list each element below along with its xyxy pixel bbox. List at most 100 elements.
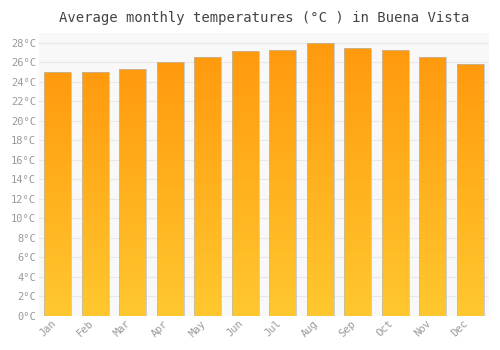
Bar bbox=[306, 217, 334, 220]
Bar bbox=[156, 202, 184, 205]
Bar bbox=[456, 303, 483, 306]
Bar bbox=[419, 115, 446, 118]
Bar bbox=[232, 187, 258, 190]
Bar bbox=[306, 159, 334, 162]
Bar bbox=[119, 116, 146, 119]
Bar bbox=[232, 107, 258, 110]
Bar bbox=[269, 183, 296, 186]
Bar bbox=[456, 99, 483, 102]
Bar bbox=[382, 216, 408, 219]
Bar bbox=[232, 97, 258, 100]
Bar bbox=[344, 115, 371, 118]
Bar bbox=[44, 115, 71, 118]
Bar bbox=[119, 109, 146, 112]
Bar bbox=[44, 197, 71, 200]
Bar bbox=[82, 87, 108, 90]
Bar bbox=[82, 294, 108, 297]
Bar bbox=[382, 156, 408, 160]
Bar bbox=[82, 158, 108, 161]
Bar bbox=[232, 219, 258, 223]
Bar bbox=[456, 231, 483, 234]
Bar bbox=[456, 234, 483, 237]
Bar bbox=[344, 265, 371, 269]
Bar bbox=[194, 134, 221, 138]
Bar bbox=[232, 279, 258, 283]
Bar bbox=[156, 116, 184, 119]
Bar bbox=[44, 194, 71, 197]
Bar bbox=[232, 163, 258, 167]
Bar bbox=[119, 155, 146, 159]
Bar bbox=[156, 107, 184, 110]
Bar bbox=[344, 78, 371, 81]
Bar bbox=[119, 143, 146, 146]
Bar bbox=[119, 72, 146, 76]
Bar bbox=[456, 199, 483, 203]
Bar bbox=[382, 286, 408, 289]
Bar bbox=[119, 134, 146, 137]
Bar bbox=[306, 80, 334, 84]
Bar bbox=[306, 101, 334, 104]
Bar bbox=[44, 252, 71, 255]
Bar bbox=[419, 176, 446, 180]
Bar bbox=[119, 75, 146, 78]
Bar bbox=[44, 270, 71, 273]
Bar bbox=[44, 158, 71, 161]
Bar bbox=[382, 173, 408, 176]
Bar bbox=[156, 183, 184, 186]
Bar bbox=[232, 133, 258, 137]
Bar bbox=[194, 89, 221, 92]
Bar bbox=[419, 287, 446, 290]
Bar bbox=[82, 270, 108, 273]
Bar bbox=[232, 299, 258, 302]
Bar bbox=[44, 139, 71, 142]
Bar bbox=[419, 89, 446, 92]
Bar bbox=[82, 72, 108, 75]
Bar bbox=[44, 185, 71, 188]
Bar bbox=[344, 61, 371, 65]
Bar bbox=[306, 63, 334, 67]
Bar bbox=[82, 197, 108, 200]
Bar bbox=[194, 160, 221, 163]
Bar bbox=[82, 237, 108, 240]
Bar bbox=[344, 152, 371, 155]
Bar bbox=[156, 65, 184, 69]
Bar bbox=[44, 148, 71, 151]
Bar bbox=[344, 262, 371, 266]
Bar bbox=[156, 211, 184, 215]
Bar bbox=[306, 189, 334, 193]
Bar bbox=[232, 246, 258, 250]
Bar bbox=[382, 50, 408, 316]
Bar bbox=[194, 125, 221, 128]
Bar bbox=[119, 223, 146, 226]
Bar bbox=[306, 67, 334, 70]
Bar bbox=[456, 203, 483, 206]
Bar bbox=[456, 143, 483, 146]
Bar bbox=[344, 229, 371, 232]
Bar bbox=[156, 173, 184, 176]
Bar bbox=[119, 69, 146, 72]
Bar bbox=[82, 148, 108, 151]
Bar bbox=[44, 151, 71, 154]
Bar bbox=[269, 60, 296, 63]
Bar bbox=[306, 247, 334, 251]
Bar bbox=[82, 167, 108, 170]
Bar bbox=[119, 149, 146, 153]
Bar bbox=[44, 246, 71, 249]
Bar bbox=[382, 73, 408, 76]
Bar bbox=[44, 255, 71, 258]
Bar bbox=[194, 261, 221, 264]
Bar bbox=[156, 224, 184, 227]
Bar bbox=[382, 246, 408, 249]
Bar bbox=[232, 236, 258, 240]
Bar bbox=[456, 294, 483, 297]
Bar bbox=[82, 182, 108, 185]
Bar bbox=[456, 64, 483, 68]
Bar bbox=[119, 146, 146, 149]
Bar bbox=[344, 239, 371, 242]
Bar bbox=[344, 209, 371, 212]
Bar bbox=[82, 188, 108, 191]
Bar bbox=[306, 166, 334, 169]
Bar bbox=[269, 243, 296, 246]
Bar bbox=[269, 312, 296, 316]
Bar bbox=[156, 297, 184, 300]
